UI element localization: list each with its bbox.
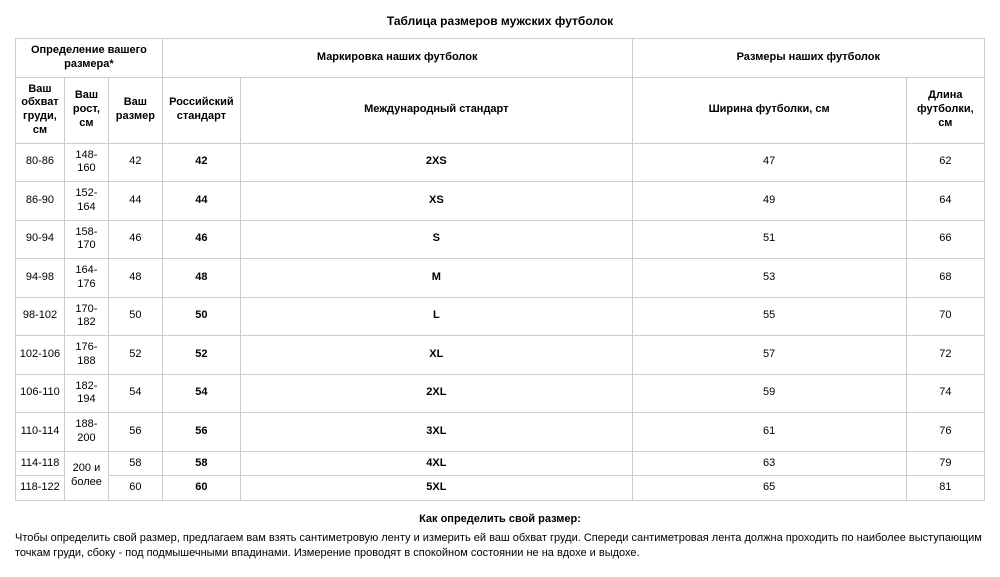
th-rus-std: Российский стандарт [162,77,240,143]
cell-intl-std: S [241,220,633,259]
how-to-note: Чтобы определить свой размер, предлагаем… [15,531,985,561]
cell-intl-std: 2XL [241,374,633,413]
cell-intl-std: M [241,259,633,298]
table-row: 98-102170-1825050L5570 [16,297,985,336]
cell-shirt-width: 55 [632,297,906,336]
th-group-determine: Определение вашего размера* [16,39,163,78]
cell-intl-std: XL [241,336,633,375]
th-intl-std: Международный стандарт [241,77,633,143]
cell-your-size: 48 [108,259,162,298]
cell-height: 182-194 [64,374,108,413]
cell-intl-std: XS [241,182,633,221]
cell-shirt-width: 51 [632,220,906,259]
cell-chest: 118-122 [16,476,65,501]
cell-rus-std: 46 [162,220,240,259]
cell-rus-std: 44 [162,182,240,221]
cell-height: 148-160 [64,143,108,182]
table-row: 80-86148-16042422XS4762 [16,143,985,182]
cell-shirt-length: 81 [906,476,984,501]
how-to-title: Как определить свой размер: [15,513,985,525]
cell-your-size: 44 [108,182,162,221]
th-your-size: Ваш размер [108,77,162,143]
cell-height-merged: 200 и более [64,451,108,501]
cell-shirt-width: 49 [632,182,906,221]
cell-height: 176-188 [64,336,108,375]
table-row: 118-12260605XL6581 [16,476,985,501]
table-row: 106-110182-19454542XL5974 [16,374,985,413]
cell-shirt-width: 57 [632,336,906,375]
page-title: Таблица размеров мужских футболок [15,14,985,28]
table-row: 94-98164-1764848M5368 [16,259,985,298]
cell-chest: 80-86 [16,143,65,182]
cell-chest: 86-90 [16,182,65,221]
cell-chest: 98-102 [16,297,65,336]
cell-shirt-length: 66 [906,220,984,259]
cell-chest: 106-110 [16,374,65,413]
cell-your-size: 42 [108,143,162,182]
cell-your-size: 56 [108,413,162,452]
cell-intl-std: L [241,297,633,336]
cell-shirt-length: 74 [906,374,984,413]
table-row: 114-118200 и более58584XL6379 [16,451,985,476]
cell-rus-std: 50 [162,297,240,336]
table-row: 102-106176-1885252XL5772 [16,336,985,375]
table-row: 86-90152-1644444XS4964 [16,182,985,221]
th-group-marking: Маркировка наших футболок [162,39,632,78]
cell-shirt-length: 79 [906,451,984,476]
size-table: Определение вашего размера* Маркировка н… [15,38,985,501]
cell-your-size: 58 [108,451,162,476]
cell-shirt-width: 63 [632,451,906,476]
cell-your-size: 60 [108,476,162,501]
cell-intl-std: 2XS [241,143,633,182]
cell-height: 188-200 [64,413,108,452]
cell-rus-std: 54 [162,374,240,413]
cell-shirt-length: 76 [906,413,984,452]
cell-intl-std: 3XL [241,413,633,452]
cell-rus-std: 48 [162,259,240,298]
cell-your-size: 52 [108,336,162,375]
cell-your-size: 46 [108,220,162,259]
th-group-dims: Размеры наших футболок [632,39,984,78]
th-height: Ваш рост, см [64,77,108,143]
cell-chest: 94-98 [16,259,65,298]
cell-shirt-width: 65 [632,476,906,501]
cell-rus-std: 42 [162,143,240,182]
cell-chest: 114-118 [16,451,65,476]
cell-height: 164-176 [64,259,108,298]
table-row: 90-94158-1704646S5166 [16,220,985,259]
cell-chest: 102-106 [16,336,65,375]
cell-rus-std: 52 [162,336,240,375]
th-shirt-length: Длина футболки, см [906,77,984,143]
cell-rus-std: 56 [162,413,240,452]
cell-shirt-length: 62 [906,143,984,182]
cell-chest: 110-114 [16,413,65,452]
cell-shirt-length: 68 [906,259,984,298]
cell-height: 170-182 [64,297,108,336]
cell-shirt-length: 72 [906,336,984,375]
cell-your-size: 50 [108,297,162,336]
cell-rus-std: 58 [162,451,240,476]
cell-shirt-length: 64 [906,182,984,221]
th-shirt-width: Ширина футболки, см [632,77,906,143]
cell-shirt-width: 61 [632,413,906,452]
cell-shirt-width: 53 [632,259,906,298]
cell-height: 158-170 [64,220,108,259]
table-row: 110-114188-20056563XL6176 [16,413,985,452]
cell-intl-std: 5XL [241,476,633,501]
cell-shirt-width: 59 [632,374,906,413]
cell-shirt-length: 70 [906,297,984,336]
cell-your-size: 54 [108,374,162,413]
cell-intl-std: 4XL [241,451,633,476]
cell-chest: 90-94 [16,220,65,259]
th-chest: Ваш обхват груди, см [16,77,65,143]
cell-rus-std: 60 [162,476,240,501]
cell-height: 152-164 [64,182,108,221]
cell-shirt-width: 47 [632,143,906,182]
